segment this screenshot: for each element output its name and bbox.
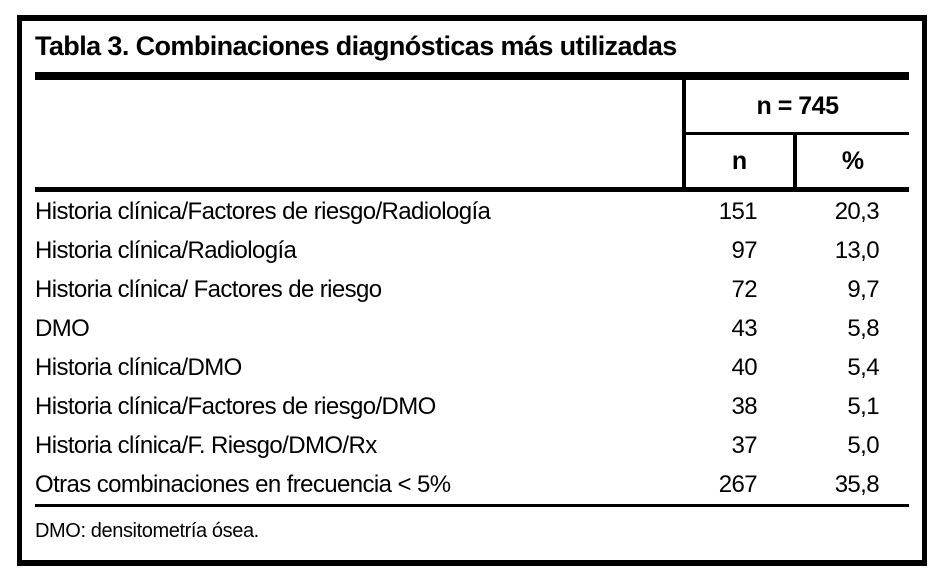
header-group-row: n = 745 (35, 80, 909, 135)
title-rule (35, 72, 909, 80)
row-n-value: 72 (731, 275, 758, 303)
row-percent-value: 9,7 (847, 275, 879, 303)
row-percent-value: 13,0 (834, 236, 880, 264)
row-label: Historia clínica/Radiología (35, 236, 297, 264)
row-label: Historia clínica/F. Riesgo/DMO/Rx (35, 431, 377, 459)
row-percent-value: 5,4 (847, 353, 879, 381)
table-row: Historia clínica/Radiología 97 13,0 (35, 231, 909, 270)
table-row: Historia clínica/DMO 40 5,4 (35, 348, 909, 387)
row-n-value: 40 (731, 353, 758, 381)
table-row: Historia clínica/F. Riesgo/DMO/Rx 37 5,0 (35, 426, 909, 465)
row-n-value: 38 (731, 392, 758, 420)
row-n-value: 97 (731, 236, 758, 264)
table-title: Tabla 3. Combinaciones diagnósticas más … (35, 31, 677, 61)
table-footnote: DMO: densitometría ósea. (35, 520, 259, 542)
footnote-rule (35, 504, 909, 507)
table-row: Historia clínica/Factores de riesgo/DMO … (35, 387, 909, 426)
header-stub-cell (35, 80, 682, 135)
table-frame: Tabla 3. Combinaciones diagnósticas más … (17, 15, 927, 566)
table-row: Historia clínica/ Factores de riesgo 72 … (35, 270, 909, 309)
row-percent-value: 20,3 (834, 197, 880, 225)
table-body: Historia clínica/Factores de riesgo/Radi… (35, 192, 909, 504)
row-label: Historia clínica/Factores de riesgo/Radi… (35, 197, 491, 225)
row-percent-value: 35,8 (834, 470, 880, 498)
row-label: Otras combinaciones en frecuencia < 5% (35, 470, 451, 498)
row-n-value: 43 (731, 314, 758, 342)
row-label: DMO (35, 314, 90, 342)
row-n-value: 267 (718, 470, 758, 498)
row-percent-value: 5,1 (847, 392, 879, 420)
row-n-value: 37 (731, 431, 758, 459)
header-columns-row: n % (35, 135, 909, 187)
row-percent-value: 5,8 (847, 314, 879, 342)
group-header-n-745: n = 745 (682, 80, 909, 135)
row-label: Historia clínica/Factores de riesgo/DMO (35, 392, 436, 420)
table-row: Otras combinaciones en frecuencia < 5% 2… (35, 465, 909, 504)
row-percent-value: 5,0 (847, 431, 879, 459)
row-label: Historia clínica/DMO (35, 353, 242, 381)
header-stub-cell (35, 135, 682, 187)
table-row: Historia clínica/Factores de riesgo/Radi… (35, 192, 909, 231)
header-bottom-rule (35, 187, 909, 192)
row-label: Historia clínica/ Factores de riesgo (35, 275, 382, 303)
table-row: DMO 43 5,8 (35, 309, 909, 348)
column-header-n: n (682, 135, 793, 187)
row-n-value: 151 (718, 197, 758, 225)
column-header-percent: % (793, 135, 909, 187)
